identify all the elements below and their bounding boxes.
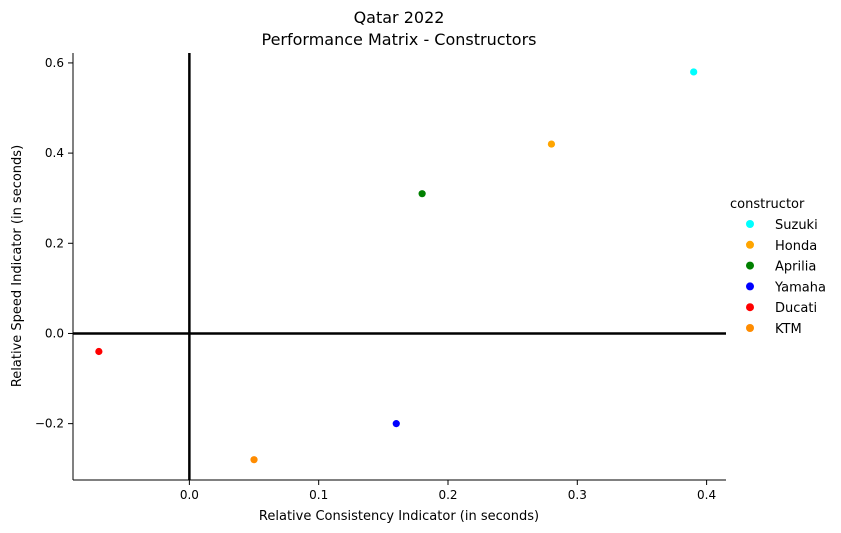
- legend-label-ktm: KTM: [775, 322, 802, 337]
- legend-label-yamaha: Yamaha: [774, 280, 826, 295]
- y-axis-label: Relative Speed Indicator (in seconds): [10, 145, 25, 387]
- data-point-ducati: [95, 347, 103, 356]
- legend: constructor Suzuki Honda Aprilia Yamaha Duca…: [730, 197, 826, 337]
- x-tick-label: 0.0: [180, 488, 199, 502]
- legend-label-honda: Honda: [775, 239, 817, 254]
- x-tick-label: 0.3: [568, 488, 587, 502]
- x-tick-label: 0.1: [309, 488, 328, 502]
- data-point-aprilia: [418, 190, 426, 198]
- y-tick-label: 0.4: [45, 146, 64, 160]
- data-point-suzuki: [690, 68, 698, 76]
- legend-marker-yamaha: [746, 282, 754, 291]
- chart-title-line1: Qatar 2022: [354, 8, 445, 27]
- reference-lines: [73, 53, 726, 480]
- legend-marker-ducati: [746, 303, 754, 312]
- legend-label-suzuki: Suzuki: [775, 218, 818, 233]
- legend-marker-suzuki: [746, 220, 754, 228]
- data-point-yamaha: [392, 420, 400, 428]
- x-tick-label: 0.4: [697, 488, 716, 502]
- data-points: [95, 68, 698, 464]
- x-tick-label: 0.2: [438, 488, 457, 502]
- y-tick-label: 0.2: [45, 236, 64, 250]
- legend-marker-honda: [746, 240, 754, 249]
- chart-title-line2: Performance Matrix - Constructors: [262, 30, 537, 49]
- legend-marker-ktm: [746, 324, 754, 332]
- legend-marker-aprilia: [746, 261, 754, 270]
- legend-label-ducati: Ducati: [775, 301, 817, 316]
- y-tick-label: −0.2: [35, 417, 64, 431]
- legend-items: Suzuki Honda Aprilia Yamaha Ducati KTM: [746, 218, 826, 337]
- plot-area: 0.0 0.1 0.2 0.3 0.4 −0.2 0.0 0.2 0.4 0.6: [35, 53, 726, 502]
- x-axis-label: Relative Consistency Indicator (in secon…: [259, 509, 539, 524]
- y-tick-label: 0.0: [45, 326, 64, 340]
- legend-label-aprilia: Aprilia: [775, 260, 816, 275]
- legend-title: constructor: [730, 197, 805, 212]
- data-point-ktm: [250, 456, 258, 464]
- x-axis-ticks: 0.0 0.1 0.2 0.3 0.4: [180, 480, 716, 502]
- y-tick-label: 0.6: [45, 56, 64, 70]
- data-point-honda: [547, 140, 556, 148]
- y-axis-ticks: −0.2 0.0 0.2 0.4 0.6: [35, 56, 73, 431]
